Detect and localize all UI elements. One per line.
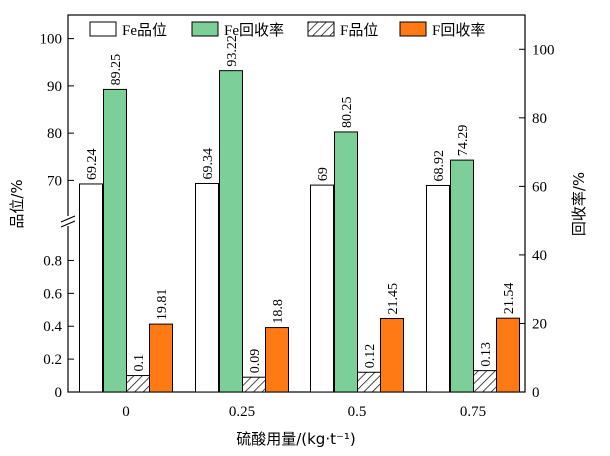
bar-green bbox=[450, 159, 474, 393]
bar-hatch bbox=[242, 376, 266, 393]
bar-orange bbox=[380, 317, 404, 393]
bar-white bbox=[79, 183, 103, 393]
data-label: 21.54 bbox=[502, 283, 517, 315]
legend-label-fe-grade: Fe品位 bbox=[122, 22, 167, 39]
data-label: 74.29 bbox=[456, 125, 471, 157]
x-tick-label: 0.75 bbox=[460, 404, 486, 420]
x-tick-label: 0.5 bbox=[348, 404, 367, 420]
plot-frame bbox=[67, 14, 526, 393]
y-tick-label-right: 20 bbox=[532, 316, 547, 332]
data-label: 93.22 bbox=[225, 35, 240, 67]
data-label: 0.12 bbox=[363, 344, 378, 369]
y-tick-label-right: 80 bbox=[532, 111, 547, 127]
bar-white bbox=[310, 184, 334, 393]
axis-break-mark bbox=[60, 220, 76, 228]
axis-break-gap bbox=[60, 216, 76, 226]
legend-swatch-fe-recovery bbox=[191, 21, 219, 37]
bar-orange bbox=[496, 317, 520, 393]
bar-green bbox=[103, 88, 127, 393]
data-label: 0.09 bbox=[248, 349, 263, 374]
legend-label-f-recovery: F回收率 bbox=[432, 22, 485, 39]
bar-hatch bbox=[126, 375, 150, 393]
data-label: 0.1 bbox=[132, 354, 147, 372]
legend-swatch-f-recovery bbox=[399, 21, 427, 37]
y-tick-label-left: 0.6 bbox=[43, 286, 62, 302]
y-tick-label-right: 60 bbox=[532, 179, 547, 195]
x-axis-title: 硫酸用量/(kg·t⁻¹) bbox=[236, 430, 356, 448]
bar-white bbox=[195, 182, 219, 393]
legend-label-fe-recovery: Fe回收率 bbox=[224, 22, 284, 39]
bar-hatch bbox=[473, 370, 497, 393]
x-tick-label: 0 bbox=[122, 404, 130, 420]
data-label: 69 bbox=[316, 167, 331, 181]
bar-white bbox=[426, 184, 450, 393]
axis-break-mark bbox=[60, 215, 76, 223]
y-tick-label-right: 40 bbox=[532, 248, 547, 264]
y-tick-label-left: 90 bbox=[47, 79, 62, 95]
data-label: 21.45 bbox=[386, 283, 401, 315]
legend-swatch-f-grade bbox=[307, 21, 335, 37]
y-axis-title-right: 回收率/% bbox=[570, 172, 588, 236]
legend: Fe品位 Fe回收率 F品位 F回收率 bbox=[89, 21, 485, 39]
legend-label-f-grade: F品位 bbox=[340, 22, 378, 39]
data-label: 19.81 bbox=[155, 289, 170, 321]
y-tick-label-left: 0.4 bbox=[43, 319, 62, 335]
y-tick-label-left: 0.8 bbox=[43, 253, 62, 269]
y-axis-title-left: 品位/% bbox=[8, 179, 26, 228]
y-tick-label-left: 0.2 bbox=[43, 352, 62, 368]
y-tick-label-right: 100 bbox=[532, 42, 555, 58]
data-label: 0.13 bbox=[479, 342, 494, 367]
x-tick-label: 0.25 bbox=[229, 404, 255, 420]
bar-green bbox=[219, 70, 243, 393]
data-label: 69.24 bbox=[85, 148, 100, 180]
bar-hatch bbox=[357, 371, 381, 393]
bar-orange bbox=[149, 323, 173, 393]
y-tick-label-left: 100 bbox=[40, 32, 63, 48]
data-label: 80.25 bbox=[340, 96, 355, 128]
data-label: 89.25 bbox=[109, 54, 124, 86]
data-label: 18.8 bbox=[271, 299, 286, 324]
y-tick-label-left: 70 bbox=[47, 173, 62, 189]
legend-swatch-fe-grade bbox=[89, 21, 117, 37]
bar-green bbox=[334, 131, 358, 393]
bar-orange bbox=[265, 327, 289, 393]
y-tick-label-left: 0 bbox=[55, 385, 63, 401]
data-label: 69.34 bbox=[201, 148, 216, 180]
y-tick-label-right: 0 bbox=[532, 385, 540, 401]
y-tick-label-left: 80 bbox=[47, 126, 62, 142]
data-label: 68.92 bbox=[432, 150, 447, 182]
